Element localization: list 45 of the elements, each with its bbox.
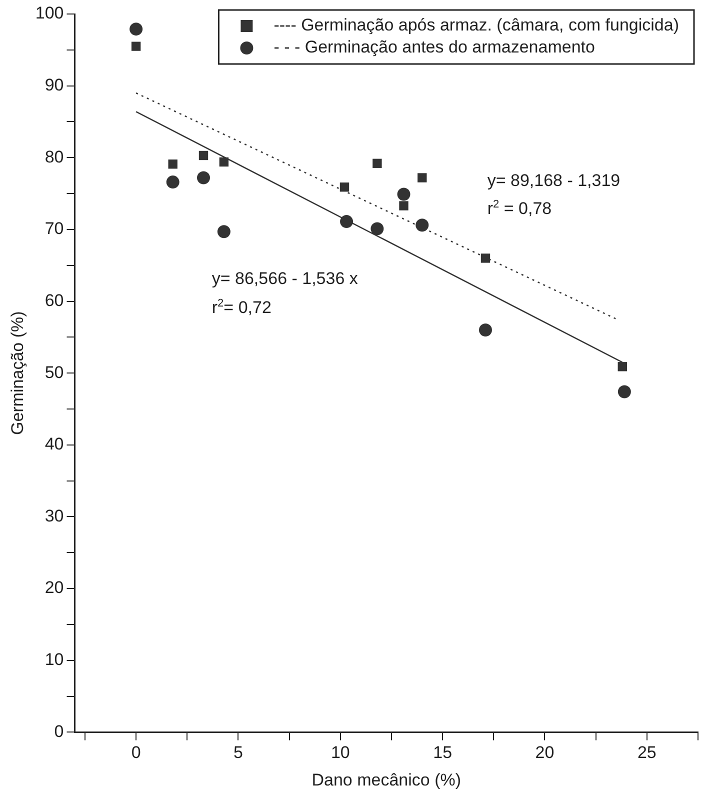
point bbox=[618, 385, 631, 398]
y-tick-label: 60 bbox=[44, 290, 64, 310]
point bbox=[370, 222, 384, 236]
x-tick-label: 10 bbox=[330, 743, 350, 762]
point bbox=[197, 171, 210, 184]
legend-label: ---- Germinação após armaz. (câmara, com fungicida) bbox=[274, 16, 680, 35]
y-tick-label: 30 bbox=[44, 506, 64, 526]
point bbox=[219, 157, 229, 167]
point bbox=[618, 362, 627, 372]
point bbox=[416, 218, 429, 232]
annotation: y= 86,566 - 1,536 x bbox=[212, 269, 358, 290]
y-tick-label: 100 bbox=[35, 4, 64, 23]
point bbox=[372, 158, 382, 168]
y-tick-label: 70 bbox=[44, 219, 64, 238]
y-tick-label: 50 bbox=[44, 362, 64, 382]
y-tick-label: 80 bbox=[44, 147, 64, 166]
point bbox=[480, 254, 490, 263]
point bbox=[397, 188, 410, 201]
x-tick-label: 0 bbox=[131, 743, 141, 762]
point bbox=[478, 324, 492, 337]
annotation: r$^{2}$= 0,72 bbox=[212, 297, 272, 318]
y-tick-label: 90 bbox=[44, 76, 64, 95]
y-tick-label: 40 bbox=[44, 434, 64, 454]
x-tick-label: 20 bbox=[535, 743, 554, 762]
y-tick-label: 0 bbox=[54, 722, 64, 741]
annotation: y= 89,168 - 1,319 bbox=[487, 170, 620, 191]
point bbox=[130, 22, 143, 36]
x-tick-label: 5 bbox=[234, 743, 243, 762]
point bbox=[340, 182, 350, 192]
point bbox=[399, 201, 408, 210]
point bbox=[217, 225, 230, 238]
y-tick-label: 20 bbox=[44, 578, 64, 598]
point bbox=[168, 160, 178, 169]
y-tick-label: 10 bbox=[44, 650, 64, 670]
legend-label: - - - Germinação antes do armazenamento bbox=[274, 38, 595, 57]
annotation: r$^{2}$ = 0,78 bbox=[487, 198, 552, 219]
point bbox=[418, 173, 427, 182]
point bbox=[198, 150, 208, 160]
x-axis-title: Dano mecânico (%) bbox=[312, 770, 462, 790]
point bbox=[166, 176, 180, 189]
y-axis-title: Germinação (%) bbox=[8, 311, 27, 435]
point bbox=[131, 42, 141, 51]
x-tick-label: 25 bbox=[637, 743, 656, 762]
point bbox=[340, 215, 354, 228]
x-tick-label: 15 bbox=[433, 743, 452, 762]
